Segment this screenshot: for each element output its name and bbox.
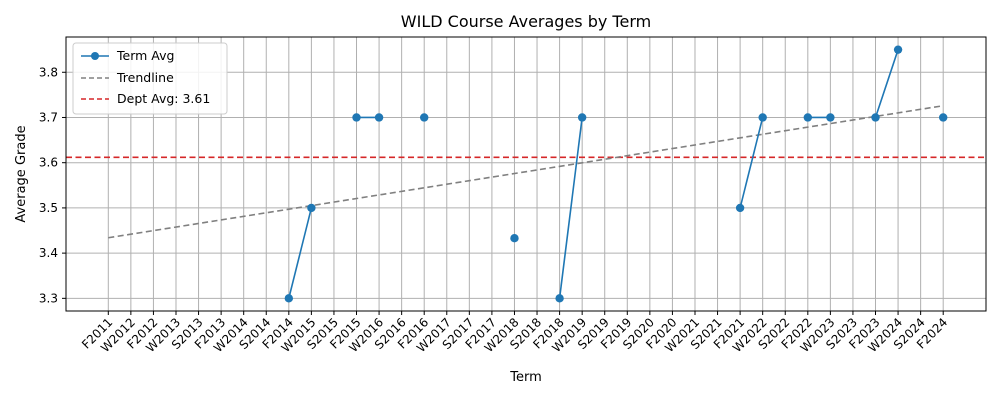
term-avg-point <box>420 113 429 122</box>
term-avg-point <box>555 294 564 303</box>
legend-box <box>72 42 228 115</box>
term-avg-point <box>284 294 294 303</box>
legend-term-avg-marker <box>91 52 99 60</box>
term-avg-point <box>577 113 587 122</box>
term-avg-point <box>826 113 835 122</box>
term-avg-point <box>510 234 519 243</box>
trendline <box>108 104 944 239</box>
y-tick-label: 3.5 <box>39 201 58 215</box>
term-avg-point <box>871 113 880 122</box>
term-avg-line-segment <box>288 207 313 299</box>
term-avg-point <box>893 45 903 54</box>
y-tick-label: 3.7 <box>39 110 58 124</box>
series-group <box>284 45 948 303</box>
y-tick-label: 3.8 <box>39 65 58 79</box>
term-avg-line-segment <box>874 49 899 118</box>
plot-frame <box>65 36 987 312</box>
y-tick-label: 3.3 <box>39 291 58 305</box>
x-axis: F2011W2012F2012W2013S2013F2013W2014S2014… <box>79 311 950 355</box>
legend-term-avg-label: Term Avg <box>116 48 174 63</box>
y-tick-label: 3.6 <box>39 156 58 170</box>
legend-trendline-label: Trendline <box>116 70 174 85</box>
x-axis-label: Term <box>509 370 542 385</box>
chart-title: WILD Course Averages by Term <box>401 12 651 31</box>
term-avg-point <box>735 203 745 213</box>
term-avg-line-segment <box>558 117 583 299</box>
term-avg-point <box>374 113 384 122</box>
y-axis: 3.3 3.4 3.5 3.6 3.7 3.8 <box>39 65 66 305</box>
legend-dept-avg-label: Dept Avg: 3.61 <box>117 91 210 106</box>
term-avg-point <box>352 113 361 122</box>
legend: Term Avg Trendline Dept Avg: 3.61 <box>72 42 228 115</box>
term-avg-point <box>758 113 767 122</box>
y-axis-label: Average Grade <box>14 125 29 222</box>
term-avg-line-segment <box>739 117 764 209</box>
term-avg-point <box>939 113 948 122</box>
term-avg-point <box>803 113 813 122</box>
trendline-group <box>108 104 944 239</box>
y-tick-label: 3.4 <box>39 246 58 260</box>
term-avg-point <box>307 203 316 213</box>
